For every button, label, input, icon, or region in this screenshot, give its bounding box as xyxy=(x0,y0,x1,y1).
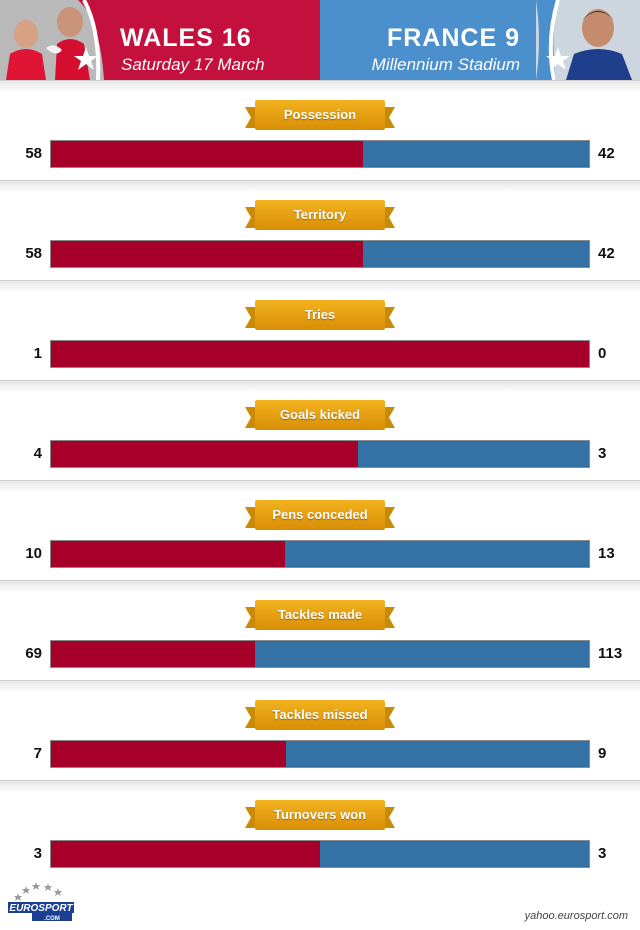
stat-row-tries: Tries 1 0 xyxy=(0,280,640,380)
home-bar xyxy=(51,341,589,367)
home-players-photo xyxy=(0,0,104,80)
stat-label-ribbon: Tackles missed xyxy=(245,700,395,730)
away-bar xyxy=(50,740,590,768)
stat-row-territory: Territory 58 42 xyxy=(0,180,640,280)
away-player-photo xyxy=(536,0,640,80)
stat-row-tackles-made: Tackles made 69 113 xyxy=(0,580,640,680)
logo-sub-text: .COM xyxy=(44,916,60,922)
away-value: 9 xyxy=(598,745,607,762)
away-value: 113 xyxy=(598,645,623,662)
ribbon-body xyxy=(255,600,385,630)
ribbon-body xyxy=(255,300,385,330)
ribbon-body xyxy=(255,100,385,130)
ribbon-body xyxy=(255,700,385,730)
stat-label-ribbon: Tries xyxy=(245,300,395,330)
match-date: Saturday 17 March xyxy=(121,55,265,74)
away-value: 3 xyxy=(598,845,607,862)
stat-label: Possession xyxy=(283,107,357,122)
home-bar xyxy=(51,641,255,667)
stat-row-possession: Possession 58 42 xyxy=(0,80,640,180)
home-team-panel: WALES 16 Saturday 17 March xyxy=(0,0,320,80)
home-value: 7 xyxy=(33,745,42,762)
away-value: 42 xyxy=(598,145,615,162)
stat-label: Tackles made xyxy=(277,607,363,622)
stat-label-ribbon: Possession xyxy=(245,100,395,130)
away-score: FRANCE 9 xyxy=(386,24,520,52)
stat-label-ribbon: Territory xyxy=(245,200,395,230)
away-value: 13 xyxy=(598,545,615,562)
away-bar xyxy=(50,640,590,668)
eurosport-logo: EUROSPORT .COM xyxy=(6,880,78,924)
home-score: WALES 16 xyxy=(120,24,252,52)
away-bar xyxy=(50,240,590,268)
home-bar xyxy=(51,741,287,767)
home-bar xyxy=(51,241,363,267)
ribbon-body xyxy=(255,400,385,430)
away-bar xyxy=(50,340,590,368)
home-value: 58 xyxy=(25,145,42,162)
home-value: 58 xyxy=(25,245,42,262)
match-venue: Millennium Stadium xyxy=(371,55,520,74)
away-value: 0 xyxy=(598,345,607,362)
away-bar xyxy=(50,440,590,468)
stat-row-pens-conceded: Pens conceded 10 13 xyxy=(0,480,640,580)
stat-label: Pens conceded xyxy=(272,507,368,522)
home-value: 3 xyxy=(33,845,42,862)
away-bar xyxy=(50,840,590,868)
stat-label: Turnovers won xyxy=(273,807,367,822)
ribbon-body xyxy=(255,200,385,230)
stat-label: Tries xyxy=(304,307,336,322)
stat-label: Tackles missed xyxy=(272,707,368,722)
stat-label: Territory xyxy=(293,207,347,222)
ribbon-body xyxy=(255,500,385,530)
stat-label-ribbon: Goals kicked xyxy=(245,400,395,430)
home-bar xyxy=(51,841,320,867)
ribbon-body xyxy=(255,800,385,830)
home-bar xyxy=(51,441,359,467)
home-bar xyxy=(51,541,285,567)
home-value: 69 xyxy=(25,645,42,662)
home-value: 1 xyxy=(33,345,42,362)
stat-label-ribbon: Pens conceded xyxy=(245,500,395,530)
stat-label: Goals kicked xyxy=(279,407,361,422)
away-value: 3 xyxy=(598,445,607,462)
home-value: 10 xyxy=(25,545,42,562)
logo-text: EUROSPORT xyxy=(9,903,73,914)
away-bar xyxy=(50,140,590,168)
stat-label-ribbon: Turnovers won xyxy=(245,800,395,830)
stat-row-turnovers-won: Turnovers won 3 3 xyxy=(0,780,640,880)
stat-label-ribbon: Tackles made xyxy=(245,600,395,630)
away-bar xyxy=(50,540,590,568)
away-value: 42 xyxy=(598,245,615,262)
source-credit: yahoo.eurosport.com xyxy=(524,910,628,922)
footer: EUROSPORT .COM yahoo.eurosport.com xyxy=(0,880,640,930)
match-header: WALES 16 Saturday 17 March FRANCE 9 Mill… xyxy=(0,0,640,80)
stat-row-tackles-missed: Tackles missed 7 9 xyxy=(0,680,640,780)
stat-row-goals-kicked: Goals kicked 4 3 xyxy=(0,380,640,480)
home-value: 4 xyxy=(33,445,42,462)
home-bar xyxy=(51,141,363,167)
